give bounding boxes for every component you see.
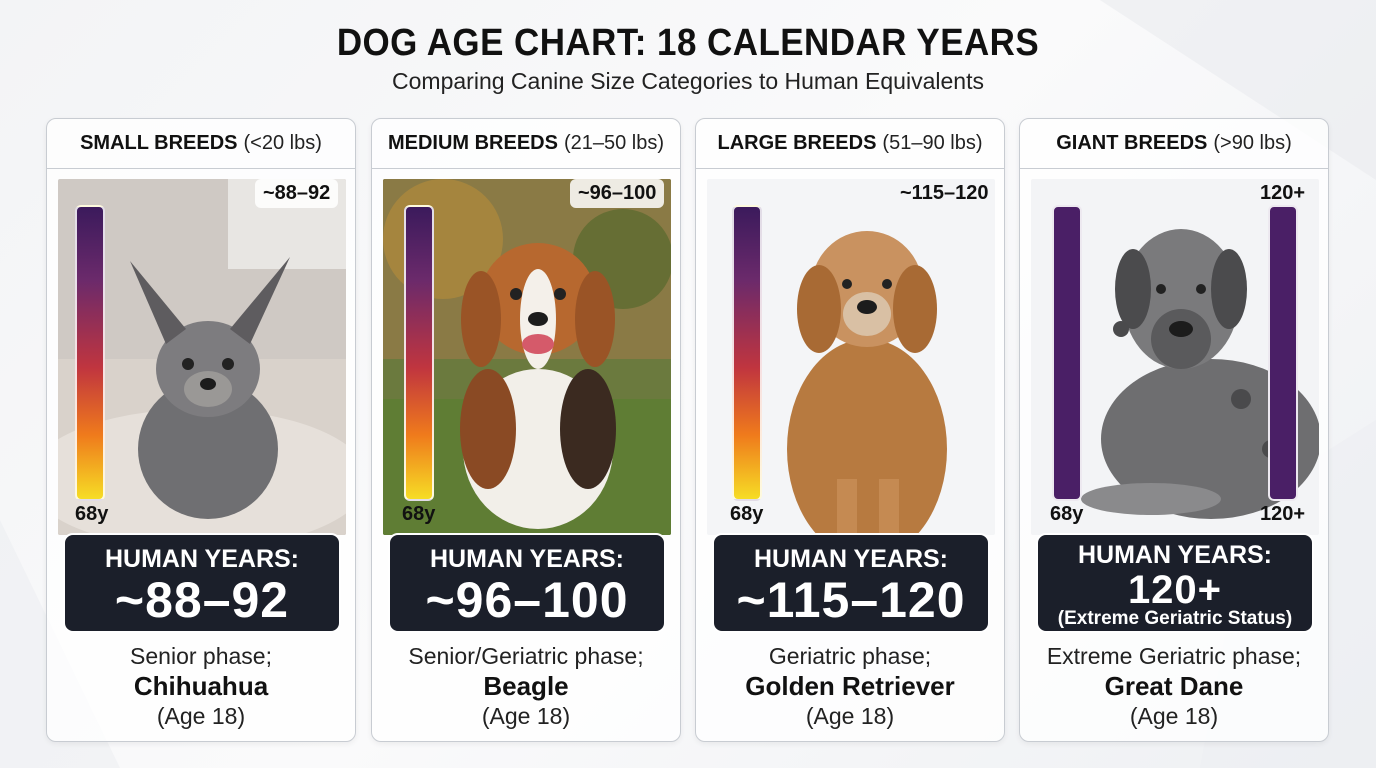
age-gradient-bar — [75, 205, 105, 501]
age-top-label: 120+ — [1260, 182, 1306, 204]
human-years-label: HUMAN YEARS: — [1078, 541, 1272, 569]
weight-label: (<20 lbs) — [243, 132, 322, 154]
human-years-label: HUMAN YEARS: — [105, 545, 299, 573]
dog-age: (Age 18) — [481, 703, 571, 729]
dog-age: (Age 18) — [1129, 703, 1219, 729]
human-years-box: HUMAN YEARS: ~96–100 — [388, 533, 666, 633]
age-low-label: 68y — [1050, 503, 1084, 525]
breed-name: Great Dane — [1104, 671, 1244, 701]
human-years-box: HUMAN YEARS: 120+ (Extreme Geriatric Sta… — [1036, 533, 1314, 633]
card-header: MEDIUM BREEDS (21–50 lbs) — [372, 119, 680, 169]
category-label: LARGE BREEDS — [717, 132, 877, 154]
card-small-breeds: SMALL BREEDS (<20 lbs) ~88–92 68y HUMAN … — [46, 118, 356, 742]
card-header: GIANT BREEDS (>90 lbs) — [1020, 119, 1328, 169]
card-medium-breeds: MEDIUM BREEDS (21–50 lbs) ~96–100 68y HU… — [371, 118, 681, 742]
age-gradient-bar — [404, 205, 434, 501]
age-gradient-bar — [732, 205, 762, 501]
card-large-breeds: LARGE BREEDS (51–90 lbs) ~115–120 68y HU… — [695, 118, 1005, 742]
human-years-value: ~96–100 — [425, 572, 629, 628]
age-top-label: ~115–120 — [900, 182, 989, 204]
breed-name: Beagle — [483, 671, 569, 701]
age-low-label: 68y — [402, 503, 436, 525]
category-label: GIANT BREEDS — [1056, 132, 1208, 154]
human-years-value: 120+ — [1127, 568, 1223, 612]
weight-label: (>90 lbs) — [1213, 132, 1292, 154]
card-header: LARGE BREEDS (51–90 lbs) — [696, 119, 1004, 169]
category-label: SMALL BREEDS — [80, 132, 238, 154]
human-years-value: ~115–120 — [736, 572, 966, 628]
phase-text: Senior phase; — [130, 643, 272, 669]
phase-text: Senior/Geriatric phase; — [408, 643, 644, 669]
phase-text: Geriatric phase; — [768, 643, 932, 669]
age-bar-right — [1268, 205, 1298, 501]
dog-age: (Age 18) — [156, 703, 246, 729]
age-low-right-label: 120+ — [1260, 503, 1306, 525]
human-years-value: ~88–92 — [114, 572, 290, 628]
breed-name: Golden Retriever — [745, 671, 955, 701]
page-title: DOG AGE CHART: 18 CALENDAR YEARS — [336, 22, 1040, 64]
age-low-label: 68y — [730, 503, 764, 525]
card-header: SMALL BREEDS (<20 lbs) — [47, 119, 355, 169]
chihuahua-photo — [58, 179, 346, 535]
age-top-label: ~88–92 — [255, 179, 339, 208]
age-top-label: ~96–100 — [570, 179, 665, 208]
weight-label: (21–50 lbs) — [563, 132, 665, 154]
card-giant-breeds: GIANT BREEDS (>90 lbs) 120+ 68y 120+ HUM… — [1019, 118, 1329, 742]
breed-name: Chihuahua — [133, 671, 269, 701]
category-label: MEDIUM BREEDS — [387, 132, 558, 154]
human-years-label: HUMAN YEARS: — [430, 545, 624, 573]
dog-age: (Age 18) — [805, 703, 895, 729]
human-years-box: HUMAN YEARS: ~115–120 — [712, 533, 990, 633]
age-low-label: 68y — [75, 503, 109, 525]
age-bar-left — [1052, 205, 1082, 501]
page-subtitle: Comparing Canine Size Categories to Huma… — [392, 68, 984, 94]
human-years-box: HUMAN YEARS: ~88–92 — [63, 533, 341, 633]
human-years-label: HUMAN YEARS: — [754, 545, 948, 573]
phase-text: Extreme Geriatric phase; — [1046, 643, 1302, 669]
human-years-note: (Extreme Geriatric Status) — [1057, 608, 1293, 629]
weight-label: (51–90 lbs) — [882, 132, 983, 154]
